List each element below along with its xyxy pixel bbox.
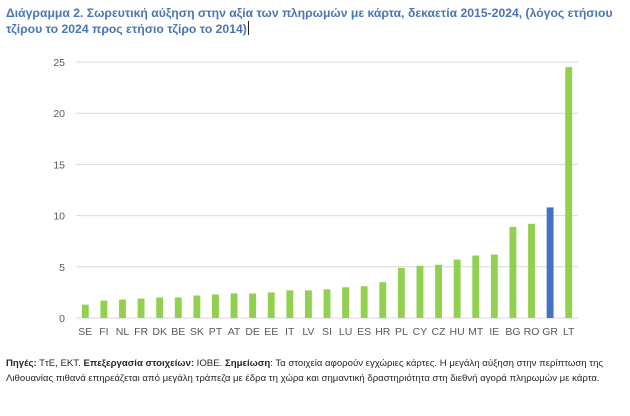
bars bbox=[81, 67, 573, 319]
x-tick-label-sk: SK bbox=[190, 326, 204, 338]
bar-dk bbox=[156, 297, 164, 318]
bar-es bbox=[360, 286, 368, 318]
bar-pt bbox=[212, 294, 219, 318]
bar-ro bbox=[528, 223, 535, 318]
y-tick-label-5: 5 bbox=[59, 262, 65, 274]
bar-cz bbox=[435, 264, 442, 318]
bar-chart: 0 5 10 15 20 25 SE FI NL FR DK BE SK PT AT DE EE IT LV SI L… bbox=[53, 57, 578, 338]
bar-cy bbox=[416, 265, 424, 318]
x-tick-label-es: ES bbox=[357, 326, 371, 338]
y-tick-label-20: 20 bbox=[53, 108, 65, 120]
bar-ee bbox=[267, 292, 275, 318]
bar-fi bbox=[100, 300, 108, 318]
sources-label: Πηγές: bbox=[6, 358, 37, 369]
x-tick-label-be: BE bbox=[171, 326, 185, 338]
bar-be bbox=[174, 297, 182, 318]
chart-title: Διάγραμμα 2. Σωρευτική αύξηση στην αξία … bbox=[6, 5, 624, 37]
x-tick-label-mt: MT bbox=[468, 326, 484, 338]
x-tick-label-it: IT bbox=[285, 326, 295, 338]
bar-sk bbox=[193, 295, 201, 318]
chart-footnote: Πηγές: ΤτΕ, ΕΚΤ. Επεξεργασία στοιχείων: … bbox=[6, 357, 626, 386]
chart-title-text: Διάγραμμα 2. Σωρευτική αύξηση στην αξία … bbox=[6, 6, 613, 36]
x-tick-label-de: DE bbox=[245, 326, 260, 338]
x-tick-label-hu: HU bbox=[450, 326, 465, 338]
x-tick-label-gr: GR bbox=[542, 326, 558, 338]
x-tick-label-cy: CY bbox=[413, 326, 428, 338]
x-tick-label-lu: LU bbox=[339, 326, 352, 338]
x-tick-label-ee: EE bbox=[264, 326, 278, 338]
x-tick-label-nl: NL bbox=[116, 326, 130, 338]
x-tick-label-fr: FR bbox=[134, 326, 148, 338]
y-tick-label-25: 25 bbox=[53, 57, 65, 69]
bar-nl bbox=[119, 299, 126, 318]
y-axis-tick-labels: 0 5 10 15 20 25 bbox=[53, 57, 65, 325]
gridlines bbox=[76, 61, 578, 319]
bar-se bbox=[81, 304, 89, 318]
x-tick-label-se: SE bbox=[78, 326, 92, 338]
x-tick-label-si: SI bbox=[322, 326, 332, 338]
x-tick-label-pl: PL bbox=[395, 326, 408, 338]
x-tick-label-ro: RO bbox=[524, 326, 540, 338]
bar-bg bbox=[509, 226, 517, 318]
remark-label: Σημείωση bbox=[224, 358, 271, 369]
sources-text: ΤτΕ, ΕΚΤ. bbox=[36, 358, 84, 369]
bar-ie bbox=[490, 254, 498, 318]
x-tick-label-ie: IE bbox=[489, 326, 499, 338]
bar-lu bbox=[342, 287, 350, 318]
bar-it bbox=[286, 290, 294, 318]
x-tick-label-dk: DK bbox=[152, 326, 167, 338]
processing-label: Επεξεργασία στοιχείων: bbox=[83, 358, 195, 369]
x-tick-label-pt: PT bbox=[209, 326, 223, 338]
bar-hr bbox=[379, 282, 387, 318]
processing-text: ΙΟΒΕ. bbox=[194, 358, 225, 369]
x-tick-label-lt: LT bbox=[563, 326, 575, 338]
bar-lv bbox=[304, 290, 312, 318]
bar-fr bbox=[137, 298, 145, 318]
bar-lt bbox=[565, 67, 573, 319]
bar-mt bbox=[472, 255, 480, 318]
y-tick-label-15: 15 bbox=[53, 159, 65, 171]
remark-text: : Τα στοιχεία αφορούν εγχώριες κάρτες. Η… bbox=[6, 358, 604, 384]
x-tick-label-fi: FI bbox=[99, 326, 108, 338]
x-tick-label-hr: HR bbox=[375, 326, 391, 338]
bar-at bbox=[230, 293, 238, 318]
bar-hu bbox=[453, 259, 461, 318]
bar-si bbox=[323, 289, 331, 318]
x-tick-label-cz: CZ bbox=[432, 326, 447, 338]
bar-de bbox=[249, 293, 257, 318]
x-tick-label-at: AT bbox=[228, 326, 241, 338]
text-cursor bbox=[247, 21, 249, 35]
bar-gr bbox=[546, 207, 554, 318]
x-tick-label-lv: LV bbox=[302, 326, 314, 338]
y-tick-label-10: 10 bbox=[53, 211, 65, 223]
bar-pl bbox=[397, 267, 405, 318]
x-axis-category-labels: SE FI NL FR DK BE SK PT AT DE EE IT LV SI LU ES HR PL CY CZ… bbox=[78, 326, 575, 338]
x-tick-label-bg: BG bbox=[505, 326, 520, 338]
y-tick-label-0: 0 bbox=[59, 313, 65, 325]
